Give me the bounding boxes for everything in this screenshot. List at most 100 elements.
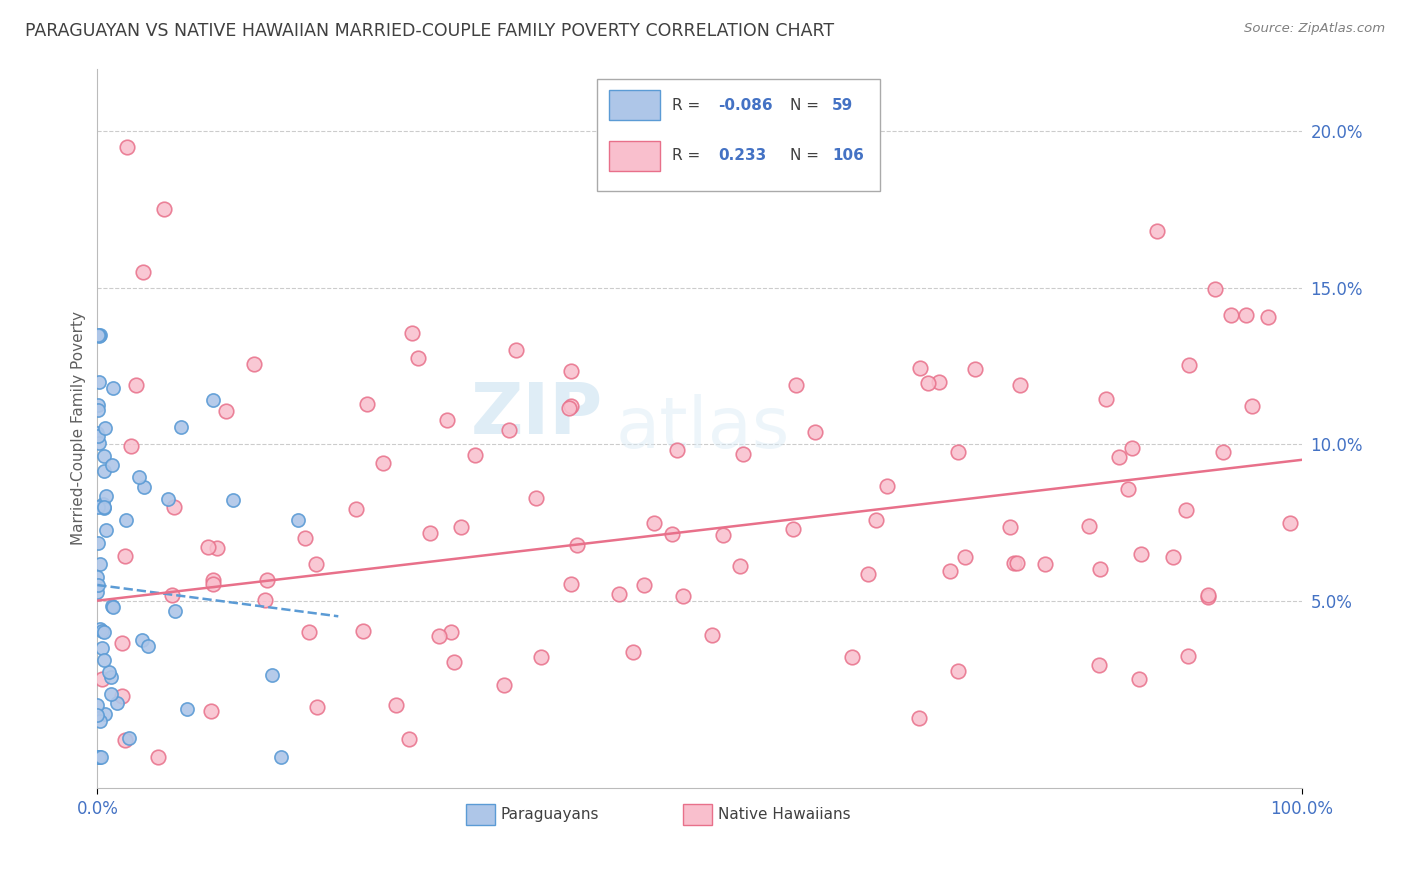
Point xyxy=(100,599,122,613)
FancyBboxPatch shape xyxy=(609,90,659,120)
Point xyxy=(120,439,142,453)
Point xyxy=(498,423,520,437)
Point xyxy=(93,706,115,721)
Point xyxy=(560,399,582,413)
Point xyxy=(939,565,962,579)
Point xyxy=(560,577,582,591)
Point xyxy=(93,653,115,667)
Point xyxy=(93,501,115,516)
Point xyxy=(200,704,222,718)
Point xyxy=(87,435,110,450)
Point xyxy=(607,587,630,601)
Point xyxy=(93,463,115,477)
Point xyxy=(148,750,170,764)
Point xyxy=(1000,520,1022,534)
Point xyxy=(856,566,879,581)
Text: -0.086: -0.086 xyxy=(718,98,772,112)
Point xyxy=(643,516,665,530)
Point xyxy=(205,541,228,555)
FancyBboxPatch shape xyxy=(609,141,659,170)
Point xyxy=(98,665,121,679)
Point xyxy=(440,624,463,639)
Point xyxy=(256,573,278,587)
Point xyxy=(406,351,429,366)
Point xyxy=(87,577,110,591)
Point xyxy=(1033,558,1056,572)
Point xyxy=(115,513,138,527)
Point xyxy=(804,425,827,440)
Point xyxy=(1088,658,1111,673)
Point xyxy=(87,403,110,417)
Point xyxy=(86,536,108,550)
Point xyxy=(1146,224,1168,238)
Point xyxy=(91,640,114,655)
Point xyxy=(530,650,553,665)
Text: Paraguayans: Paraguayans xyxy=(501,807,599,822)
Point xyxy=(90,672,112,686)
Point xyxy=(946,445,969,459)
Point xyxy=(344,502,367,516)
Text: R =: R = xyxy=(672,148,706,163)
Text: N =: N = xyxy=(790,98,824,112)
Point xyxy=(105,696,128,710)
Text: Source: ZipAtlas.com: Source: ZipAtlas.com xyxy=(1244,22,1385,36)
Point xyxy=(1008,377,1031,392)
Point xyxy=(1175,503,1198,517)
Point xyxy=(87,327,110,342)
Point xyxy=(89,327,111,342)
Point xyxy=(131,632,153,647)
Point xyxy=(782,523,804,537)
Point xyxy=(270,750,292,764)
Point xyxy=(733,447,755,461)
Point xyxy=(928,375,950,389)
Point xyxy=(1121,441,1143,455)
Point xyxy=(93,500,115,515)
Point xyxy=(841,650,863,665)
Point xyxy=(94,524,117,538)
Point xyxy=(298,625,321,640)
Point xyxy=(87,398,110,412)
Point xyxy=(1220,308,1243,322)
Point xyxy=(665,443,688,458)
Point xyxy=(132,480,155,494)
Point xyxy=(103,599,125,614)
Point xyxy=(1090,561,1112,575)
Point xyxy=(125,377,148,392)
Point xyxy=(117,140,139,154)
Point xyxy=(1077,519,1099,533)
Point xyxy=(385,698,408,712)
Point xyxy=(202,392,225,407)
Point xyxy=(700,628,723,642)
Point xyxy=(132,265,155,279)
Point xyxy=(87,750,110,764)
Point xyxy=(89,375,111,389)
Point xyxy=(170,420,193,434)
Point xyxy=(86,429,108,443)
Point xyxy=(398,732,420,747)
Point xyxy=(730,558,752,573)
Point xyxy=(87,750,110,764)
Point xyxy=(215,403,238,417)
Point xyxy=(1212,445,1234,459)
Point xyxy=(1234,308,1257,322)
Point xyxy=(86,698,108,713)
Point xyxy=(492,678,515,692)
Point xyxy=(101,458,124,473)
Point xyxy=(111,689,134,703)
Point xyxy=(401,326,423,340)
Point xyxy=(371,456,394,470)
Point xyxy=(865,513,887,527)
Point xyxy=(152,202,174,217)
Point xyxy=(876,479,898,493)
Point xyxy=(87,750,110,764)
Point xyxy=(443,656,465,670)
Point xyxy=(157,491,180,506)
Point xyxy=(711,528,734,542)
Point xyxy=(89,714,111,729)
Point xyxy=(163,500,186,515)
Point xyxy=(114,549,136,563)
Point xyxy=(87,328,110,343)
Point xyxy=(965,362,987,376)
Point xyxy=(1178,358,1201,372)
Text: R =: R = xyxy=(672,98,706,112)
